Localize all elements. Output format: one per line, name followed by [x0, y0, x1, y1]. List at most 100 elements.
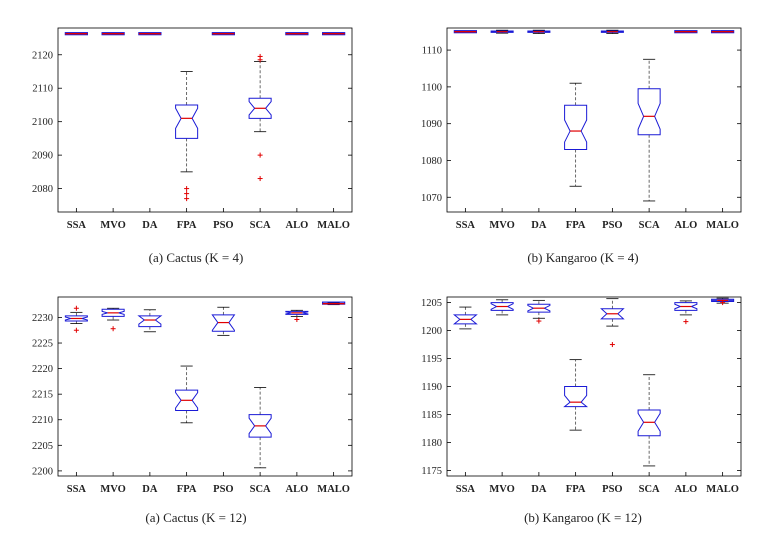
outlier-marker	[184, 196, 190, 202]
x-tick-label: FPA	[177, 484, 197, 495]
y-tick-label: 2215	[32, 390, 53, 401]
outlier-marker	[720, 300, 726, 306]
caption-kangaroo-k12: (b) Kangaroo (K = 12)	[524, 510, 642, 525]
y-tick-label: 2120	[32, 50, 53, 61]
x-tick-label: SCA	[639, 484, 660, 495]
box-body	[527, 303, 551, 313]
box-fpa	[564, 82, 588, 187]
plot-frame	[446, 296, 742, 477]
x-tick-label: MALO	[317, 220, 350, 231]
box-malo	[711, 297, 735, 306]
y-tick-label: 1200	[421, 326, 442, 337]
box-sca	[248, 53, 272, 182]
outlier-marker	[257, 57, 263, 63]
y-tick-label: 2210	[32, 415, 53, 426]
y-tick-label: 2225	[32, 339, 53, 350]
box-fpa	[175, 71, 199, 202]
box-body	[490, 30, 514, 33]
box-body	[564, 104, 588, 150]
y-tick-label: 2205	[32, 441, 53, 452]
box-mvo	[490, 29, 514, 34]
x-tick-label: SCA	[250, 220, 271, 231]
y-tick-label: 1100	[421, 82, 442, 93]
box-pso	[211, 32, 236, 36]
y-tick-label: 1185	[421, 410, 442, 421]
box-mvo	[490, 299, 514, 316]
y-tick-label: 1205	[421, 298, 442, 309]
plot-frame	[446, 27, 742, 213]
outlier-marker	[184, 191, 190, 197]
outlier-marker	[536, 318, 542, 324]
box-pso	[600, 29, 624, 34]
box-body	[711, 298, 735, 302]
x-tick-label: MALO	[706, 484, 739, 495]
box-body	[248, 414, 272, 438]
x-tick-label: ALO	[285, 220, 308, 231]
box-mvo	[101, 307, 125, 332]
x-tick-label: ALO	[674, 220, 697, 231]
x-tick-label: MVO	[100, 484, 125, 495]
y-tick-label: 1180	[421, 438, 442, 449]
outlier-marker	[257, 152, 263, 158]
y-tick-label: 2100	[32, 117, 53, 128]
panel-kangaroo-k4: (b) Kangaroo (K = 4) 1070 1080 1090 1100 111…	[421, 27, 742, 265]
box-da	[527, 29, 551, 34]
x-tick-label: MVO	[489, 220, 514, 231]
outlier-marker	[294, 317, 300, 323]
x-tick-label: SSA	[67, 220, 87, 231]
box-body	[452, 314, 478, 325]
box-da	[138, 32, 162, 36]
box-pso	[600, 298, 625, 348]
x-tick-label: MALO	[317, 484, 350, 495]
panel-cactus-k4: (a) Cactus (K = 4) 2080 2090 2100 2110 2120 S…	[32, 27, 353, 265]
x-tick-label: MALO	[706, 220, 739, 231]
x-tick-label: FPA	[566, 220, 586, 231]
y-tick-label: 2230	[32, 313, 53, 324]
x-tick-label: PSO	[602, 220, 622, 231]
box-body	[674, 302, 698, 311]
box-fpa	[175, 365, 199, 424]
box-da	[527, 299, 551, 324]
y-tick-label: 1195	[421, 354, 442, 365]
x-tick-label: PSO	[213, 484, 233, 495]
box-body	[600, 30, 624, 33]
x-tick-label: DA	[531, 220, 547, 231]
box-sca	[637, 58, 661, 202]
x-tick-label: MVO	[100, 220, 125, 231]
outlier-marker	[110, 326, 116, 332]
box-da	[137, 309, 163, 333]
plot-frame	[57, 27, 353, 213]
box-body	[248, 97, 272, 119]
x-tick-label: PSO	[602, 484, 622, 495]
x-tick-label: SSA	[456, 484, 476, 495]
box-body	[211, 314, 236, 332]
panel-kangaroo-k12: (b) Kangaroo (K = 12) 1175 1180 1185 1190 11…	[421, 296, 742, 525]
caption-kangaroo-k4: (b) Kangaroo (K = 4)	[527, 250, 638, 265]
outlier-marker	[73, 327, 79, 333]
x-tick-label: DA	[142, 220, 158, 231]
box-body	[527, 30, 551, 33]
x-tick-label: PSO	[213, 220, 233, 231]
outlier-marker	[609, 342, 615, 348]
outlier-marker	[683, 319, 689, 325]
box-alo	[285, 32, 309, 36]
box-ssa	[453, 30, 478, 34]
x-tick-label: DA	[142, 484, 158, 495]
box-mvo	[101, 32, 125, 36]
box-body	[137, 315, 163, 328]
y-tick-label: 1175	[421, 466, 442, 477]
y-tick-label: 2200	[32, 466, 53, 477]
x-tick-label: DA	[531, 484, 547, 495]
x-tick-label: FPA	[177, 220, 197, 231]
box-fpa	[563, 359, 589, 431]
outlier-marker	[184, 186, 190, 192]
x-tick-label: MVO	[489, 484, 514, 495]
x-tick-label: ALO	[285, 484, 308, 495]
box-alo	[674, 30, 698, 34]
x-tick-label: SCA	[250, 484, 271, 495]
box-body	[175, 104, 199, 139]
plot-frame	[57, 296, 353, 477]
box-alo	[674, 300, 698, 325]
x-tick-label: SSA	[456, 220, 476, 231]
